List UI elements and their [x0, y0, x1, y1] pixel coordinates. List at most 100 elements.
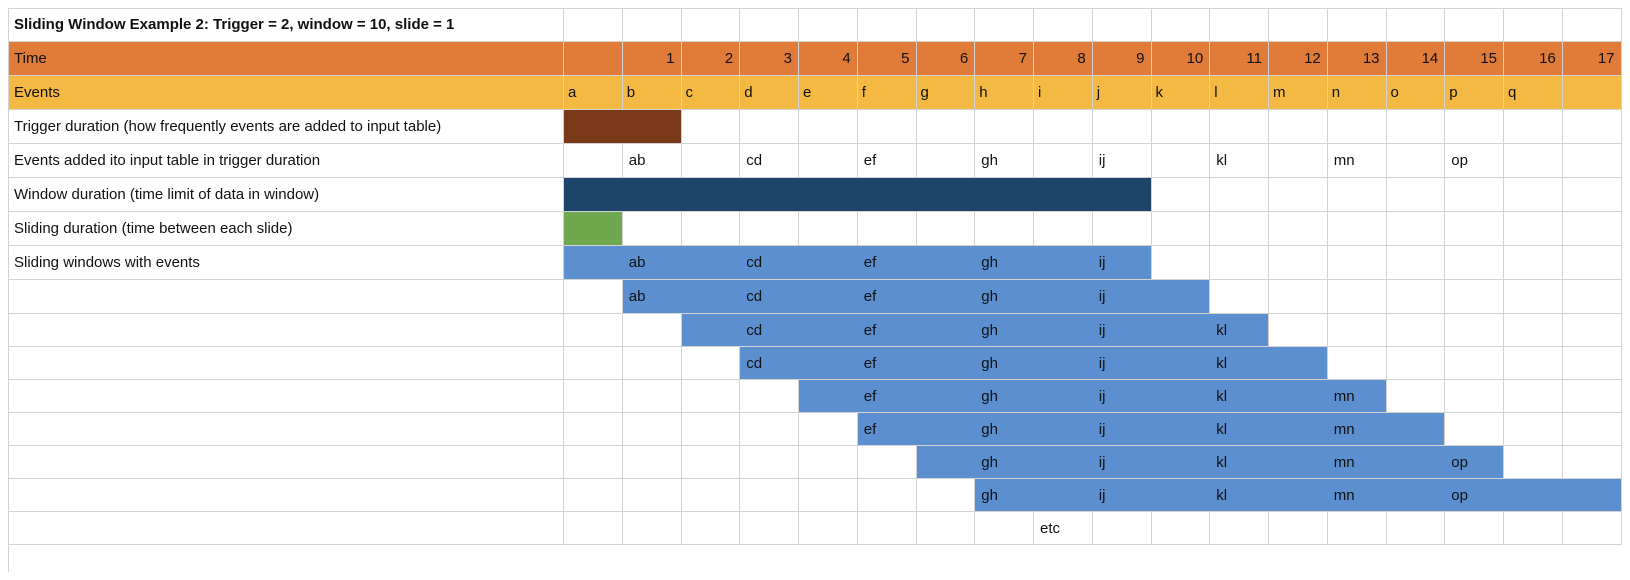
empty-cell: [1504, 8, 1563, 42]
added-events-cell: op: [1445, 144, 1504, 178]
time-cell: 8: [1034, 42, 1093, 76]
empty-cell: [622, 8, 682, 42]
empty-cell: [1092, 212, 1152, 246]
empty-cell: [1562, 110, 1622, 144]
empty-cell: [1445, 8, 1504, 42]
spreadsheet: Sliding Window Example 2: Trigger = 2, w…: [8, 8, 1622, 572]
empty-cell: [1092, 8, 1152, 42]
empty-cell: [1504, 347, 1563, 380]
empty-cell: [799, 212, 858, 246]
event-cell: f: [857, 76, 917, 110]
window-duration-bar: [799, 178, 858, 212]
window-duration-bar: [681, 178, 741, 212]
sliding-window-cell: mn: [1327, 413, 1387, 446]
added-events-cell: ab: [622, 144, 682, 178]
trigger-duration-bar: [564, 110, 623, 144]
empty-cell: [1327, 246, 1387, 280]
sliding-window-cell: cd: [740, 246, 799, 280]
event-cell: k: [1151, 76, 1211, 110]
empty-cell: [1504, 380, 1563, 413]
sliding-window-cell: [1034, 246, 1093, 280]
sliding-window-cell: ij: [1092, 314, 1152, 347]
empty-cell: [681, 479, 741, 512]
empty-cell: [8, 380, 564, 413]
sliding-window-cell: [916, 380, 976, 413]
empty-cell: [1562, 178, 1622, 212]
empty-cell: [1386, 8, 1446, 42]
empty-cell: [1269, 246, 1328, 280]
row-label: Window duration (time limit of data in w…: [8, 178, 564, 212]
empty-cell: [622, 347, 682, 380]
sliding-window-cell: [1034, 446, 1093, 479]
empty-cell: [681, 512, 741, 545]
window-duration-bar: [1092, 178, 1152, 212]
time-cell: 7: [975, 42, 1034, 76]
time-cell: 14: [1386, 42, 1446, 76]
added-events-cell: ef: [857, 144, 917, 178]
sliding-window-cell: kl: [1210, 446, 1269, 479]
empty-cell: [799, 8, 858, 42]
empty-cell: [1151, 8, 1211, 42]
sliding-window-cell: gh: [975, 479, 1034, 512]
sliding-window-cell: gh: [975, 280, 1034, 314]
empty-cell: [8, 347, 564, 380]
window-duration-bar: [622, 178, 682, 212]
empty-cell: [1562, 512, 1622, 545]
window-duration-bar: [740, 178, 799, 212]
empty-cell: [1445, 178, 1504, 212]
empty-cell: [8, 446, 564, 479]
empty-cell: [1562, 380, 1622, 413]
empty-cell: [622, 212, 682, 246]
empty-cell: [564, 413, 623, 446]
window-duration-bar: [564, 178, 623, 212]
added-events-cell: kl: [1210, 144, 1269, 178]
time-cell: 17: [1562, 42, 1622, 76]
sliding-window-cell: mn: [1327, 446, 1387, 479]
sliding-window-cell: ij: [1092, 413, 1152, 446]
added-events-cell: gh: [975, 144, 1034, 178]
sliding-window-cell: ef: [857, 347, 917, 380]
empty-cell: [975, 8, 1034, 42]
empty-cell: [1327, 8, 1387, 42]
empty-cell: [1445, 212, 1504, 246]
empty-cell: [1210, 178, 1269, 212]
sliding-window-cell: gh: [975, 314, 1034, 347]
empty-cell: [1386, 246, 1446, 280]
empty-cell: [564, 512, 623, 545]
sliding-window-cell: ij: [1092, 280, 1152, 314]
sliding-window-cell: mn: [1327, 380, 1387, 413]
empty-cell: [1386, 110, 1446, 144]
empty-cell: [1562, 347, 1622, 380]
time-cell: 15: [1445, 42, 1504, 76]
added-events-cell: [1034, 144, 1093, 178]
sliding-window-cell: [1034, 479, 1093, 512]
sliding-window-cell: ij: [1092, 479, 1152, 512]
empty-cell: [799, 479, 858, 512]
empty-cell: [1445, 413, 1504, 446]
sliding-window-cell: cd: [740, 280, 799, 314]
empty-cell: [1386, 212, 1446, 246]
empty-cell: [857, 479, 917, 512]
empty-cell: [1562, 314, 1622, 347]
sliding-window-cell: ij: [1092, 347, 1152, 380]
empty-cell: [564, 380, 623, 413]
sliding-window-cell: [916, 246, 976, 280]
sliding-window-cell: [681, 314, 741, 347]
empty-cell: [799, 413, 858, 446]
empty-cell: [1092, 512, 1152, 545]
empty-cell: [1151, 212, 1211, 246]
time-cell: 11: [1210, 42, 1269, 76]
empty-cell: [857, 512, 917, 545]
time-cell: 12: [1269, 42, 1328, 76]
empty-cell: [8, 314, 564, 347]
empty-cell: [1386, 347, 1446, 380]
empty-cell: [740, 110, 799, 144]
empty-cell: [564, 280, 623, 314]
empty-cell: [1269, 280, 1328, 314]
sliding-window-cell: [1151, 479, 1211, 512]
row-label: Sliding windows with events: [8, 246, 564, 280]
sliding-window-cell: [1562, 479, 1622, 512]
sliding-window-cell: [681, 280, 741, 314]
empty-cell: [1445, 347, 1504, 380]
sliding-window-cell: op: [1445, 446, 1504, 479]
